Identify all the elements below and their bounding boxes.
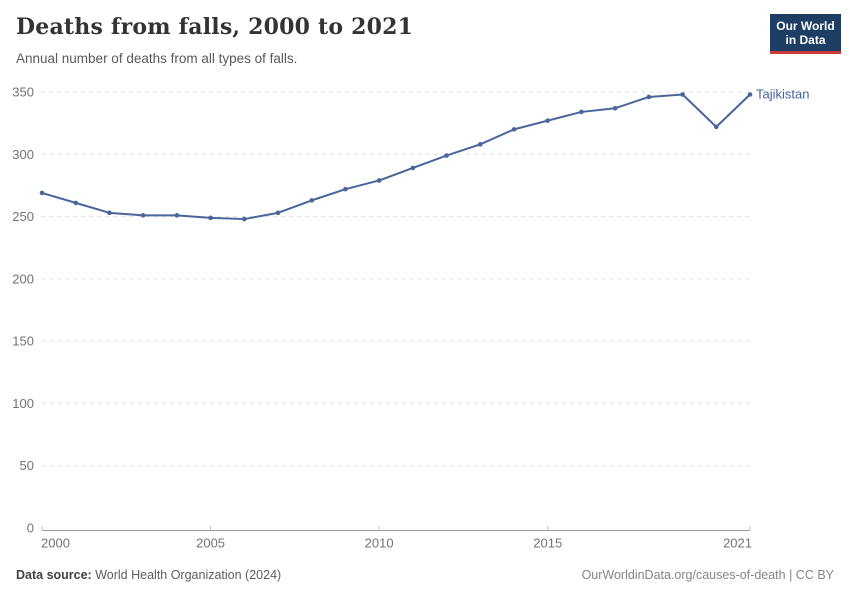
data-point[interactable] (174, 213, 180, 218)
y-axis-label: 200 (12, 271, 34, 286)
data-point[interactable] (680, 92, 685, 97)
data-point[interactable] (309, 198, 315, 203)
y-axis-label: 100 (12, 396, 34, 411)
credit-link[interactable]: OurWorldinData.org/causes-of-death | CC … (581, 568, 834, 582)
data-point[interactable] (713, 124, 719, 130)
data-point[interactable] (39, 190, 45, 196)
data-point[interactable] (612, 105, 618, 111)
data-point[interactable] (343, 186, 348, 192)
chart-title: Deaths from falls, 2000 to 2021 (16, 14, 414, 40)
data-source-label: Data source: (16, 568, 92, 582)
data-point[interactable] (579, 109, 584, 115)
data-point[interactable] (545, 118, 551, 123)
series-line-tajikistan[interactable] (41, 93, 751, 221)
y-axis-label: 300 (12, 147, 34, 162)
data-point[interactable] (208, 215, 213, 221)
x-axis-label: 2015 (533, 536, 562, 551)
data-point[interactable] (444, 153, 449, 158)
data-point[interactable] (275, 210, 281, 216)
y-axis-label: 50 (20, 458, 34, 473)
x-axis-label: 2005 (196, 536, 225, 551)
data-point[interactable] (241, 216, 247, 222)
data-source: Data source: World Health Organization (… (16, 568, 281, 582)
data-point[interactable] (511, 127, 517, 132)
data-point[interactable] (646, 94, 652, 100)
owid-logo-line2: in Data (785, 33, 826, 47)
data-point[interactable] (477, 142, 483, 147)
x-axis-label: 2000 (41, 536, 70, 551)
owid-logo[interactable]: Our World in Data (770, 14, 841, 54)
x-axis-label: 2010 (365, 536, 394, 551)
data-point[interactable] (73, 200, 79, 206)
series-label[interactable]: Tajikistan (756, 86, 809, 101)
data-point[interactable] (747, 92, 753, 97)
chart-subtitle: Annual number of deaths from all types o… (16, 51, 298, 66)
data-point[interactable] (410, 165, 416, 171)
y-axis-label: 250 (12, 209, 34, 224)
y-axis-label: 150 (12, 334, 34, 349)
x-axis-label: 2021 (723, 536, 752, 551)
y-axis-label: 0 (27, 521, 34, 536)
y-axis-label: 350 (12, 85, 34, 100)
owid-logo-line1: Our World (776, 19, 835, 33)
data-source-value: World Health Organization (2024) (95, 568, 282, 582)
data-point[interactable] (376, 178, 382, 183)
data-point[interactable] (140, 213, 146, 218)
data-point[interactable] (107, 210, 112, 216)
